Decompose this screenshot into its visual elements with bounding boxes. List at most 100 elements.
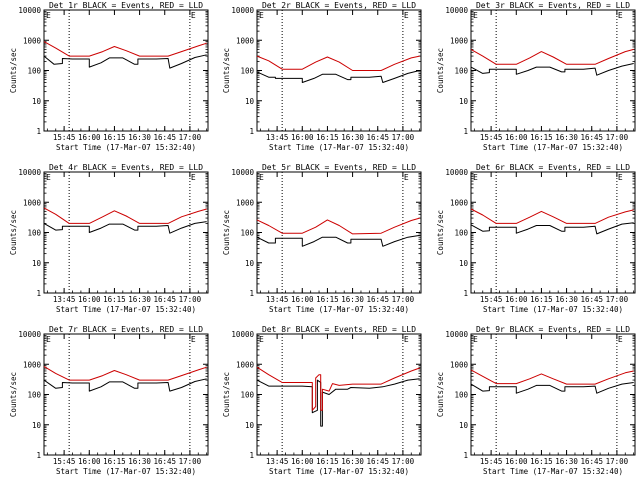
marker-label: E [259, 11, 264, 20]
y-tick-label: 1 [36, 289, 41, 298]
x-tick-label: 15:45 [480, 457, 503, 466]
marker-label: E [404, 173, 409, 182]
x-axis-label: Start Time (17-Mar-07 15:32:40) [483, 305, 623, 314]
y-tick-label: 1 [36, 127, 41, 136]
marker-label: E [46, 173, 51, 182]
y-tick-label: 100 [27, 229, 41, 238]
x-tick-label: 16:45 [366, 457, 389, 466]
y-tick-label: 1000 [450, 198, 469, 207]
x-tick-label: 16:00 [291, 457, 314, 466]
panel-det-2: Det 2r BLACK = Events, RED = LLD 1 10 100 10… [222, 1, 422, 152]
series-events-line [256, 234, 420, 247]
x-tick-label: 16:15 [103, 133, 126, 142]
panel-title: Det 2r BLACK = Events, RED = LLD [262, 1, 416, 10]
y-axis-label: Counts/sec [9, 210, 18, 255]
y-tick-label: 1 [249, 289, 254, 298]
series-events-line [470, 63, 634, 76]
y-tick-label: 100 [27, 391, 41, 400]
series-lld-line [256, 217, 420, 235]
x-axis-label: Start Time (17-Mar-07 15:32:40) [269, 467, 409, 476]
y-tick-label: 100 [240, 391, 254, 400]
y-tick-label: 1000 [23, 36, 42, 45]
marker-label: E [404, 335, 409, 344]
x-tick-label: 16:30 [555, 457, 578, 466]
y-tick-label: 100 [27, 67, 41, 76]
plot-frame [470, 333, 636, 456]
x-axis-label: Start Time (17-Mar-07 15:32:40) [269, 305, 409, 314]
panel-title: Det 3r BLACK = Events, RED = LLD [476, 1, 630, 10]
y-axis-label: Counts/sec [222, 210, 231, 255]
x-tick-label: 16:30 [555, 295, 578, 304]
x-tick-label: 16:15 [530, 457, 553, 466]
series-events-line [43, 378, 207, 392]
panel-title: Det 7r BLACK = Events, RED = LLD [49, 325, 203, 334]
x-tick-label: 16:30 [341, 457, 364, 466]
x-tick-label: 15:45 [53, 133, 76, 142]
x-tick-label: 16:45 [153, 457, 176, 466]
y-tick-label: 10000 [445, 330, 468, 339]
x-tick-label: 17:00 [392, 133, 415, 142]
y-axis-label: Counts/sec [222, 48, 231, 93]
y-axis-label: Counts/sec [436, 372, 445, 417]
y-tick-label: 1 [463, 451, 468, 460]
x-tick-label: 16:15 [316, 295, 339, 304]
y-tick-label: 1 [249, 451, 254, 460]
series-lld-line [470, 208, 634, 224]
plot-frame [43, 171, 209, 294]
marker-label: E [618, 335, 623, 344]
y-tick-label: 10 [32, 97, 42, 106]
y-tick-label: 100 [454, 67, 468, 76]
x-axis-label: Start Time (17-Mar-07 15:32:40) [56, 305, 196, 314]
x-axis-label: Start Time (17-Mar-07 15:32:40) [483, 467, 623, 476]
panel-title: Det 8r BLACK = Events, RED = LLD [262, 325, 416, 334]
x-tick-label: 16:00 [505, 295, 528, 304]
marker-label: E [191, 335, 196, 344]
panel-title: Det 1r BLACK = Events, RED = LLD [49, 1, 203, 10]
x-tick-label: 16:15 [316, 457, 339, 466]
y-tick-label: 10000 [18, 168, 41, 177]
x-tick-label: 16:30 [128, 295, 151, 304]
y-axis-label: Counts/sec [9, 48, 18, 93]
x-tick-label: 13:45 [53, 295, 76, 304]
y-tick-label: 10000 [231, 6, 254, 15]
y-tick-label: 1 [463, 289, 468, 298]
x-tick-label: 16:45 [153, 295, 176, 304]
marker-label: E [46, 335, 51, 344]
y-tick-label: 10000 [18, 330, 41, 339]
y-tick-label: 10 [32, 259, 42, 268]
plot-frame [43, 333, 209, 456]
x-axis-label: Start Time (17-Mar-07 15:32:40) [56, 143, 196, 152]
x-tick-label: 16:45 [580, 295, 603, 304]
series-lld-line [43, 41, 207, 57]
x-tick-label: 17:00 [606, 457, 629, 466]
y-tick-label: 1000 [23, 360, 42, 369]
panel-title: Det 5r BLACK = Events, RED = LLD [262, 163, 416, 172]
y-axis-label: Counts/sec [436, 48, 445, 93]
y-axis-label: Counts/sec [222, 372, 231, 417]
panel-det-8: Det 8r BLACK = Events, RED = LLD 1 10 100 10… [222, 325, 422, 476]
series-lld-line [470, 48, 634, 65]
y-tick-label: 100 [454, 229, 468, 238]
x-tick-label: 16:45 [580, 133, 603, 142]
x-tick-label: 17:00 [179, 133, 202, 142]
y-tick-label: 10000 [18, 6, 41, 15]
x-tick-label: 16:00 [78, 133, 101, 142]
y-tick-label: 100 [240, 67, 254, 76]
y-tick-label: 10 [245, 421, 255, 430]
y-tick-label: 10000 [445, 6, 468, 15]
series-events-line [43, 54, 207, 69]
x-tick-label: 17:00 [606, 295, 629, 304]
x-tick-label: 16:00 [78, 295, 101, 304]
series-events-line [470, 382, 634, 394]
panel-det-1: Det 1r BLACK = Events, RED = LLD 1 10 100 10… [9, 1, 209, 152]
panel-det-3: Det 3r BLACK = Events, RED = LLD 1 10 100 10… [436, 1, 636, 152]
x-axis-label: Start Time (17-Mar-07 15:32:40) [269, 143, 409, 152]
y-tick-label: 100 [240, 229, 254, 238]
plot-frame [470, 171, 636, 294]
series-events-line [256, 70, 420, 83]
marker-label: E [46, 11, 51, 20]
marker-label: E [191, 173, 196, 182]
y-tick-label: 10 [459, 97, 469, 106]
marker-label: E [618, 11, 623, 20]
series-lld-line [256, 55, 420, 71]
